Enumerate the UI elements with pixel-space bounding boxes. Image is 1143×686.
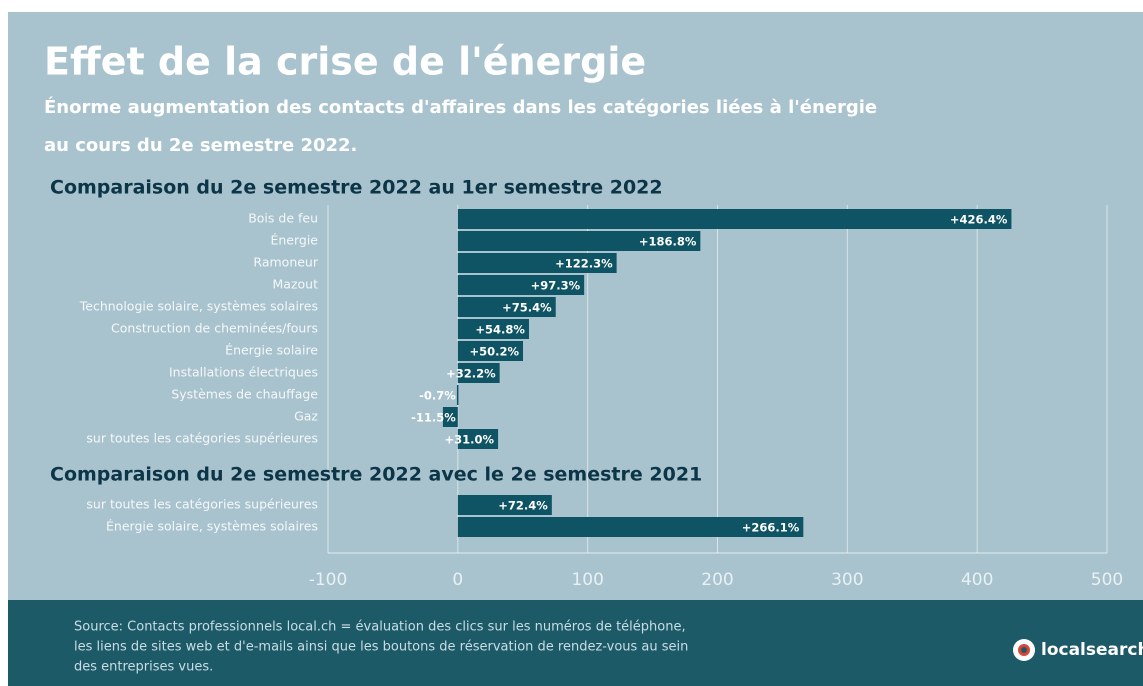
category-label: Énergie solaire, systèmes solaires <box>106 519 318 534</box>
category-label: Mazout <box>273 277 319 292</box>
background <box>8 12 1143 686</box>
value-label: +32.2% <box>446 367 496 381</box>
bar <box>457 363 500 383</box>
section-title: Comparaison du 2e semestre 2022 au 1er s… <box>50 177 663 199</box>
bar <box>457 517 804 537</box>
x-tick-label: 400 <box>961 570 993 590</box>
bar <box>457 275 585 295</box>
value-label: -11.5% <box>411 411 456 425</box>
subtitle: au cours du 2e semestre 2022. <box>44 135 357 156</box>
chart-title: Effet de la crise de l'énergie <box>44 40 646 84</box>
bar <box>457 297 556 317</box>
value-label: +75.4% <box>502 301 552 315</box>
bar <box>457 209 1012 229</box>
bar <box>456 385 459 405</box>
value-label: +72.4% <box>498 499 548 513</box>
bar <box>457 253 617 273</box>
category-label: Gaz <box>294 409 318 424</box>
category-label: sur toutes les catégories supérieures <box>86 431 318 446</box>
logo-icon <box>1013 639 1035 661</box>
value-label: +54.8% <box>475 323 525 337</box>
value-label: +186.8% <box>639 235 697 249</box>
bar <box>442 407 458 427</box>
x-tick-label: -100 <box>309 570 348 590</box>
bar <box>457 231 701 251</box>
bar <box>457 495 552 515</box>
value-label: +122.3% <box>555 257 613 271</box>
x-tick-label: 500 <box>1091 570 1123 590</box>
x-tick-label: 100 <box>571 570 603 590</box>
source: Source: Contacts professionnels local.ch… <box>74 620 686 635</box>
bar <box>457 319 529 339</box>
category-label: Installations électriques <box>169 365 318 380</box>
value-label: +266.1% <box>742 521 800 535</box>
value-label: +50.2% <box>469 345 519 359</box>
subtitle: Énorme augmentation des contacts d'affai… <box>44 96 877 118</box>
category-label: Énergie <box>270 233 318 248</box>
value-label: +31.0% <box>445 433 495 447</box>
x-tick-label: 300 <box>831 570 863 590</box>
category-label: Énergie solaire <box>225 343 318 358</box>
value-label: +426.4% <box>950 213 1008 227</box>
category-label: Construction de cheminées/fours <box>111 321 318 336</box>
footer <box>8 600 1143 686</box>
source: les liens de sites web et d'e-mails ains… <box>74 640 688 655</box>
logo-text: localsearch <box>1041 640 1143 660</box>
category-label: Ramoneur <box>253 255 318 270</box>
category-label: Systèmes de chauffage <box>171 387 318 402</box>
value-label: -0.7% <box>419 389 456 403</box>
category-label: Technologie solaire, systèmes solaires <box>79 299 318 314</box>
bar <box>457 341 524 361</box>
x-tick-label: 200 <box>701 570 733 590</box>
source: des entreprises vues. <box>74 660 213 675</box>
category-label: Bois de feu <box>248 211 318 226</box>
bar <box>457 429 499 449</box>
x-tick-label: 0 <box>452 570 463 590</box>
section-title: Comparaison du 2e semestre 2022 avec le … <box>50 464 702 486</box>
category-label: sur toutes les catégories supérieures <box>86 497 318 512</box>
value-label: +97.3% <box>531 279 581 293</box>
